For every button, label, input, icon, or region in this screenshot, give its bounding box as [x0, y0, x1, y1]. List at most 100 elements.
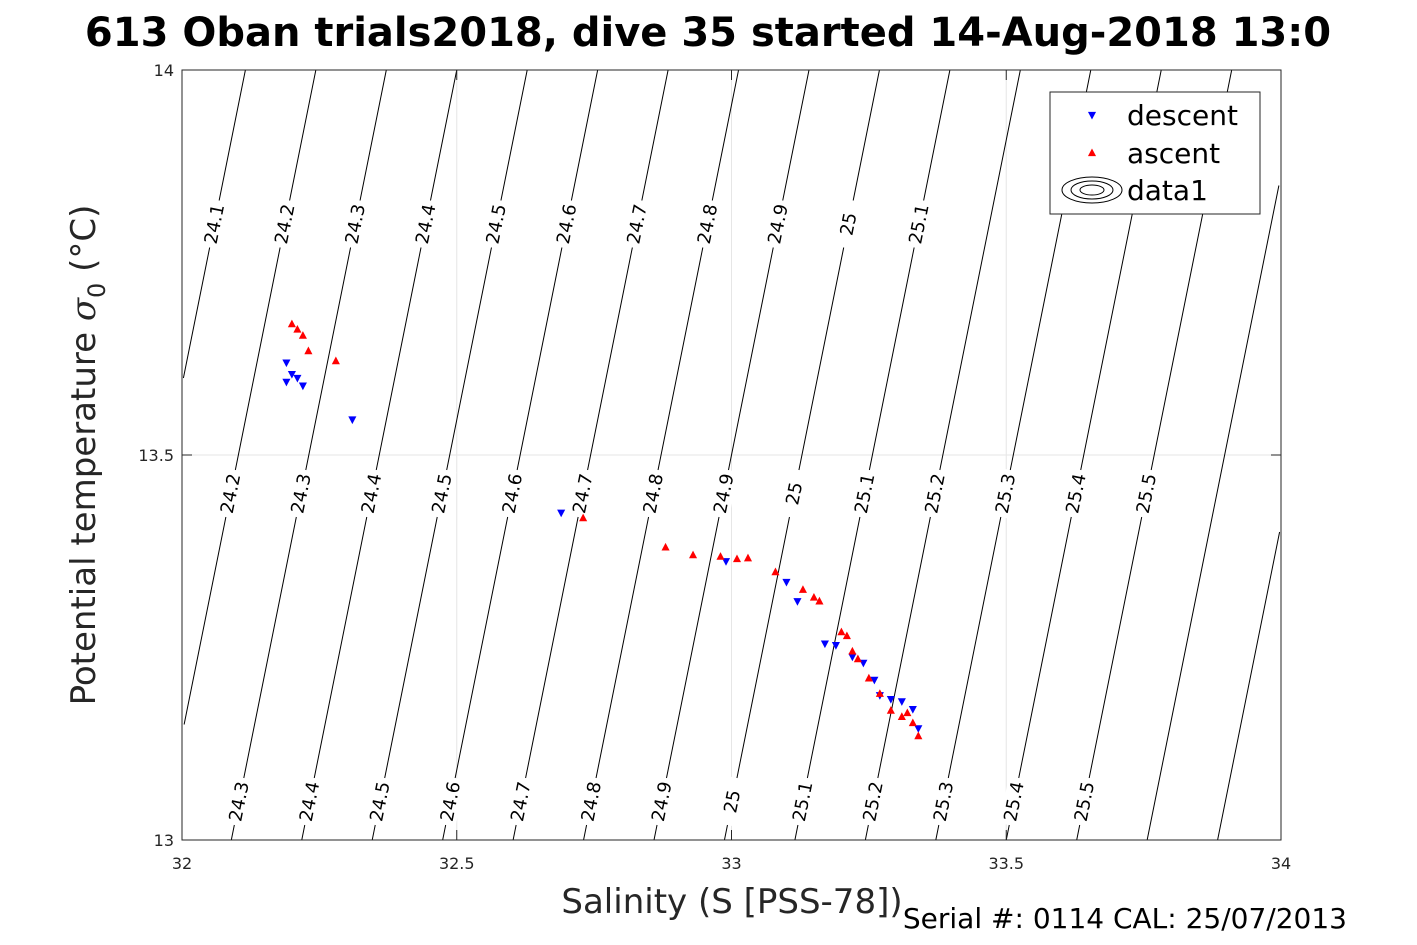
contour-label: 25 [836, 211, 861, 238]
contour-labels: 24.1 24.2 24.3 24.4 24.5 24.6 24.7 24.8 24.9 25 25… [199, 198, 1161, 828]
contour-label-background [435, 775, 465, 828]
legend-descent-marker [1087, 111, 1097, 120]
legend-data1-label: data1 [1127, 174, 1208, 207]
contour-label-background [788, 775, 818, 828]
y-tick-label: 14 [154, 61, 174, 80]
descent-marker [282, 378, 291, 387]
descent-marker [298, 382, 307, 391]
descent-marker [831, 642, 840, 650]
contour-label-background [709, 467, 739, 520]
contour-label-background [199, 198, 229, 250]
legend-ascent-label: ascent [1127, 137, 1220, 170]
legend-contour-swatch [1079, 184, 1105, 196]
ascent-marker [875, 689, 884, 697]
descent-marker [557, 509, 566, 518]
contour-label-background [365, 775, 395, 828]
descent-marker [914, 725, 923, 733]
contour-line [371, 69, 528, 841]
contour-label-background [216, 467, 246, 520]
data-points [282, 319, 923, 740]
descent-marker [820, 640, 829, 649]
contour-label-background [224, 775, 254, 828]
descent-marker [721, 558, 731, 566]
serial-cal-footer: Serial #: 0114 CAL: 25/07/2013 [903, 902, 1347, 935]
contour-label-background [833, 198, 863, 250]
y-tick-label: 13 [154, 831, 174, 850]
ascent-marker [897, 712, 906, 720]
ascent-marker [287, 319, 296, 328]
contour-label-background [622, 198, 652, 250]
x-tick-label: 33.5 [988, 854, 1024, 873]
contour-label-background [481, 198, 511, 250]
y-tick-label: 13.5 [138, 446, 174, 465]
contour-line [1217, 531, 1281, 841]
contour-label-background [427, 467, 457, 520]
legend-ascent-marker [1087, 148, 1097, 157]
contour-label-background [294, 775, 325, 828]
contour-label-background [506, 775, 536, 828]
ascent-marker [331, 356, 340, 365]
descent-marker [793, 598, 802, 606]
ascent-marker [771, 567, 780, 576]
contour-label-background [717, 775, 747, 828]
descent-marker [782, 578, 791, 587]
ascent-marker [298, 331, 307, 339]
y-axis-label-text: Potential temperature [64, 321, 104, 705]
legend: descent ascent data1 [1049, 91, 1261, 215]
y-axis-label-sigma: σ [64, 297, 104, 321]
y-axis-label-unit: (°C) [64, 205, 104, 283]
contour-line [183, 69, 317, 725]
contour-line [230, 69, 387, 841]
contour-label-background [850, 467, 880, 520]
legend-descent-label: descent [1127, 99, 1238, 132]
contour-line [512, 69, 669, 841]
ascent-marker [716, 552, 725, 560]
contour-label-background [779, 467, 809, 520]
x-tick-label: 33 [721, 854, 741, 873]
descent-marker [348, 416, 357, 425]
contour-label-background [1061, 467, 1091, 520]
contour-line [301, 69, 458, 841]
descent-marker [848, 653, 857, 662]
descent-marker [287, 371, 296, 379]
ascent-marker [688, 550, 698, 559]
contour-line [442, 69, 599, 841]
contour-label-background [340, 198, 370, 250]
contour-label-background [1069, 775, 1099, 828]
ascent-marker [798, 585, 807, 593]
y-axis-label-subscript: 0 [83, 283, 111, 298]
contour-line [1146, 185, 1280, 841]
contour-label-background [568, 467, 598, 520]
ascent-marker [908, 718, 917, 727]
descent-marker [293, 374, 302, 383]
contour-label: 25 [782, 480, 807, 507]
ascent-marker [661, 542, 670, 551]
ascent-marker [732, 554, 742, 563]
contour-label-background [286, 467, 316, 520]
x-axis-label: Salinity (S [PSS-78]) [561, 882, 902, 922]
ascent-marker [864, 673, 873, 682]
contour-line [583, 69, 740, 841]
contour-label-background [1131, 467, 1161, 520]
ascent-marker [579, 513, 588, 522]
ascent-marker [815, 596, 824, 605]
descent-marker [886, 695, 895, 704]
contour-line [653, 69, 810, 841]
descent-marker [282, 359, 291, 368]
contour-label-background [693, 198, 723, 250]
contour-label-background [497, 467, 527, 520]
x-tick-label: 32.5 [439, 854, 475, 873]
descent-marker [908, 705, 917, 714]
contour-label-background [858, 775, 888, 828]
contour-label-background [904, 198, 934, 250]
contour-label-background [763, 198, 793, 250]
x-tick-label: 32 [172, 854, 192, 873]
contour-label-background [638, 467, 668, 520]
chart-title: 613 Oban trials2018, dive 35 started 14-… [85, 10, 1331, 56]
contour-label-background [929, 775, 959, 828]
axis-ticks: 32 32.5 33 33.5 34 13 13.5 14 [138, 61, 1291, 873]
contour-line [723, 69, 880, 841]
ascent-marker [914, 731, 923, 740]
ascent-marker [743, 553, 753, 562]
